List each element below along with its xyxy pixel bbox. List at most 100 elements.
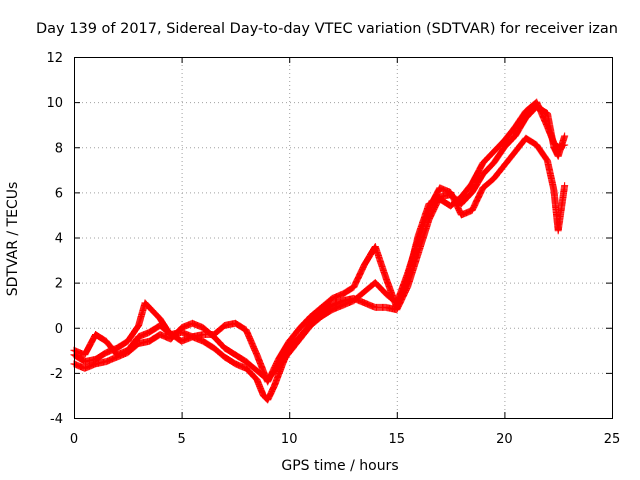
data-point-markers [148,306,163,322]
data-point-markers [479,149,497,167]
data-point-markers [210,322,228,338]
data-point-markers [231,360,249,372]
y-tick-label: 12 [46,51,63,66]
data-point-markers [221,344,238,358]
data-point-markers [296,322,314,343]
data-point-markers [533,141,551,164]
data-point-markers [92,331,109,345]
x-tick-labels: 0 5 10 15 20 25 [70,432,620,447]
data-point-markers [81,360,98,372]
data-point-markers [436,184,453,196]
data-point-markers [156,322,174,338]
data-point-markers [490,137,508,156]
x-tick-label: 20 [496,432,513,447]
y-tick-label: 0 [55,322,63,337]
y-tick-label: 2 [55,277,63,292]
data-point-markers [522,104,540,122]
data-point-markers [188,319,206,331]
data-point-markers [490,144,508,167]
data-point-markers [318,302,335,316]
data-point-markers [285,336,303,357]
data-point-markers [543,123,557,146]
data-point-markers [285,325,303,345]
data-point-markers [124,334,142,354]
y-tick-label: 10 [46,96,63,111]
data-point-markers [500,133,518,151]
data-point-markers [479,176,497,192]
data-point-markers [135,329,152,341]
data-point-markers [264,384,278,404]
x-tick-label: 25 [604,432,621,447]
y-tick-label: 8 [55,141,63,156]
data-point-markers [135,300,149,329]
data-point-markers [81,332,99,359]
data-point-markers [447,194,464,210]
data-point-markers [92,349,109,363]
data-point-markers [307,313,325,329]
data-point-markers [264,356,282,386]
data-point-markers [242,358,260,374]
series-trace-b [70,134,569,384]
data-point-markers [350,288,368,305]
y-tick-labels: -4 -2 0 2 4 6 8 10 12 [46,51,63,427]
data-point-markers [554,183,568,235]
data-point-markers [479,160,497,178]
data-point-markers [361,299,378,311]
data-point-markers [350,262,368,291]
data-point-markers [414,217,433,257]
series-trace-c [70,98,569,386]
data-point-markers [102,337,120,358]
data-point-markers [500,149,518,169]
axis-ticks [74,57,613,419]
x-tick-label: 15 [389,432,406,447]
data-points [70,98,569,404]
data-point-markers [145,331,163,345]
data-point-markers [221,353,238,367]
data-point-markers [307,304,325,320]
data-point-markers [274,338,293,363]
chart-title: Day 139 of 2017, Sidereal Day-to-day VTE… [36,21,618,37]
data-point-markers [543,157,558,193]
data-point-markers [270,361,286,390]
data-point-markers [500,124,518,144]
data-point-markers [141,299,155,313]
data-point-markers [328,302,346,314]
data-point-markers [404,232,422,282]
data-point-markers [328,297,346,309]
data-point-markers [371,243,390,281]
data-point-markers [457,189,475,208]
data-point-markers [242,326,260,358]
data-point-markers [414,201,433,239]
x-tick-label: 10 [281,432,298,447]
data-point-markers [210,344,228,360]
data-point-markers [242,364,260,383]
grid [74,57,612,418]
x-tick-label: 5 [177,432,185,447]
data-point-markers [253,376,267,398]
data-point-markers [339,284,357,298]
x-axis-label: GPS time / hours [281,458,398,474]
x-tick-label: 0 [70,432,78,447]
data-point-markers [457,207,475,219]
data-point-markers [371,279,389,297]
data-point-marker [561,132,569,140]
data-point-markers [113,338,131,352]
data-point-markers [318,295,335,311]
data-point-markers [468,185,486,214]
data-point-markers [124,323,142,345]
data-point-marker [561,141,569,149]
data-point-markers [339,297,357,309]
data-point-markers [522,134,540,148]
data-point-markers [113,347,131,359]
data-point-markers [231,351,249,365]
data-point-markers [468,160,486,187]
y-tick-label: 4 [55,232,63,247]
y-tick-label: -2 [50,367,63,382]
data-point-markers [178,328,195,340]
data-point-markers [318,306,335,320]
data-point-markers [511,115,529,140]
data-point-markers [199,337,217,351]
data-point-markers [511,108,529,131]
data-point-markers [328,290,346,302]
